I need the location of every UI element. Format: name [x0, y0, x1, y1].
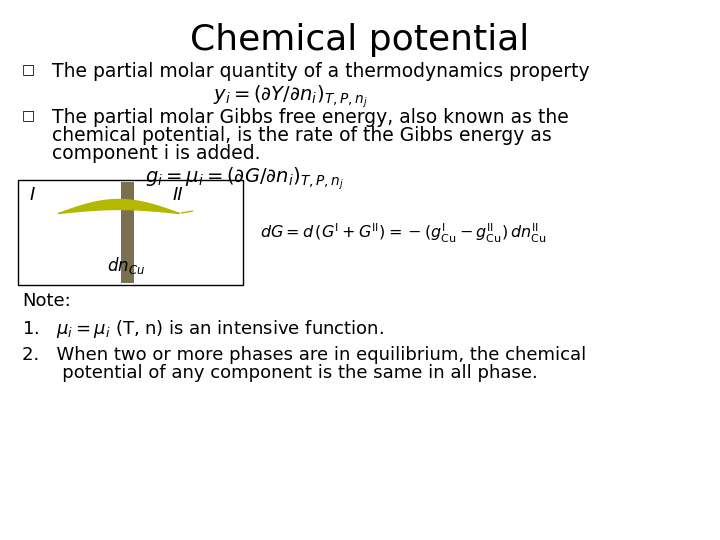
Text: $dn_{Cu}$: $dn_{Cu}$ [107, 255, 145, 276]
Text: □: □ [22, 62, 35, 76]
Text: Chemical potential: Chemical potential [190, 23, 530, 57]
Text: The partial molar Gibbs free energy, also known as the: The partial molar Gibbs free energy, als… [52, 108, 569, 127]
Text: chemical potential, is the rate of the Gibbs energy as: chemical potential, is the rate of the G… [52, 126, 552, 145]
Text: $y_i = (\partial Y/\partial n_i)_{T,P,n_j}$: $y_i = (\partial Y/\partial n_i)_{T,P,n_… [212, 83, 367, 110]
Text: I: I [30, 186, 35, 204]
Text: $g_i = \mu_i = (\partial G/\partial n_i)_{T,P,n_j}$: $g_i = \mu_i = (\partial G/\partial n_i)… [145, 165, 345, 192]
Text: □: □ [22, 108, 35, 122]
Bar [18, 180, 243, 285]
Text: The partial molar quantity of a thermodynamics property: The partial molar quantity of a thermody… [52, 62, 590, 81]
Text: 2.   When two or more phases are in equilibrium, the chemical: 2. When two or more phases are in equili… [22, 346, 586, 364]
Text: Note:: Note: [22, 292, 71, 310]
Bar [121, 182, 134, 283]
Text: component i is added.: component i is added. [52, 144, 261, 163]
Text: 1.   $\mu_i = \mu_i$ (T, n) is an intensive function.: 1. $\mu_i = \mu_i$ (T, n) is an intensiv… [22, 318, 384, 340]
Text: potential of any component is the same in all phase.: potential of any component is the same i… [22, 364, 538, 382]
Text: II: II [173, 186, 184, 204]
Text: $dG = d\,(G^{\mathrm{I}} + G^{\mathrm{II}}) = -(g^{\mathrm{I}}_{\mathrm{Cu}} - g: $dG = d\,(G^{\mathrm{I}} + G^{\mathrm{II… [260, 221, 546, 245]
Polygon shape [181, 211, 193, 213]
